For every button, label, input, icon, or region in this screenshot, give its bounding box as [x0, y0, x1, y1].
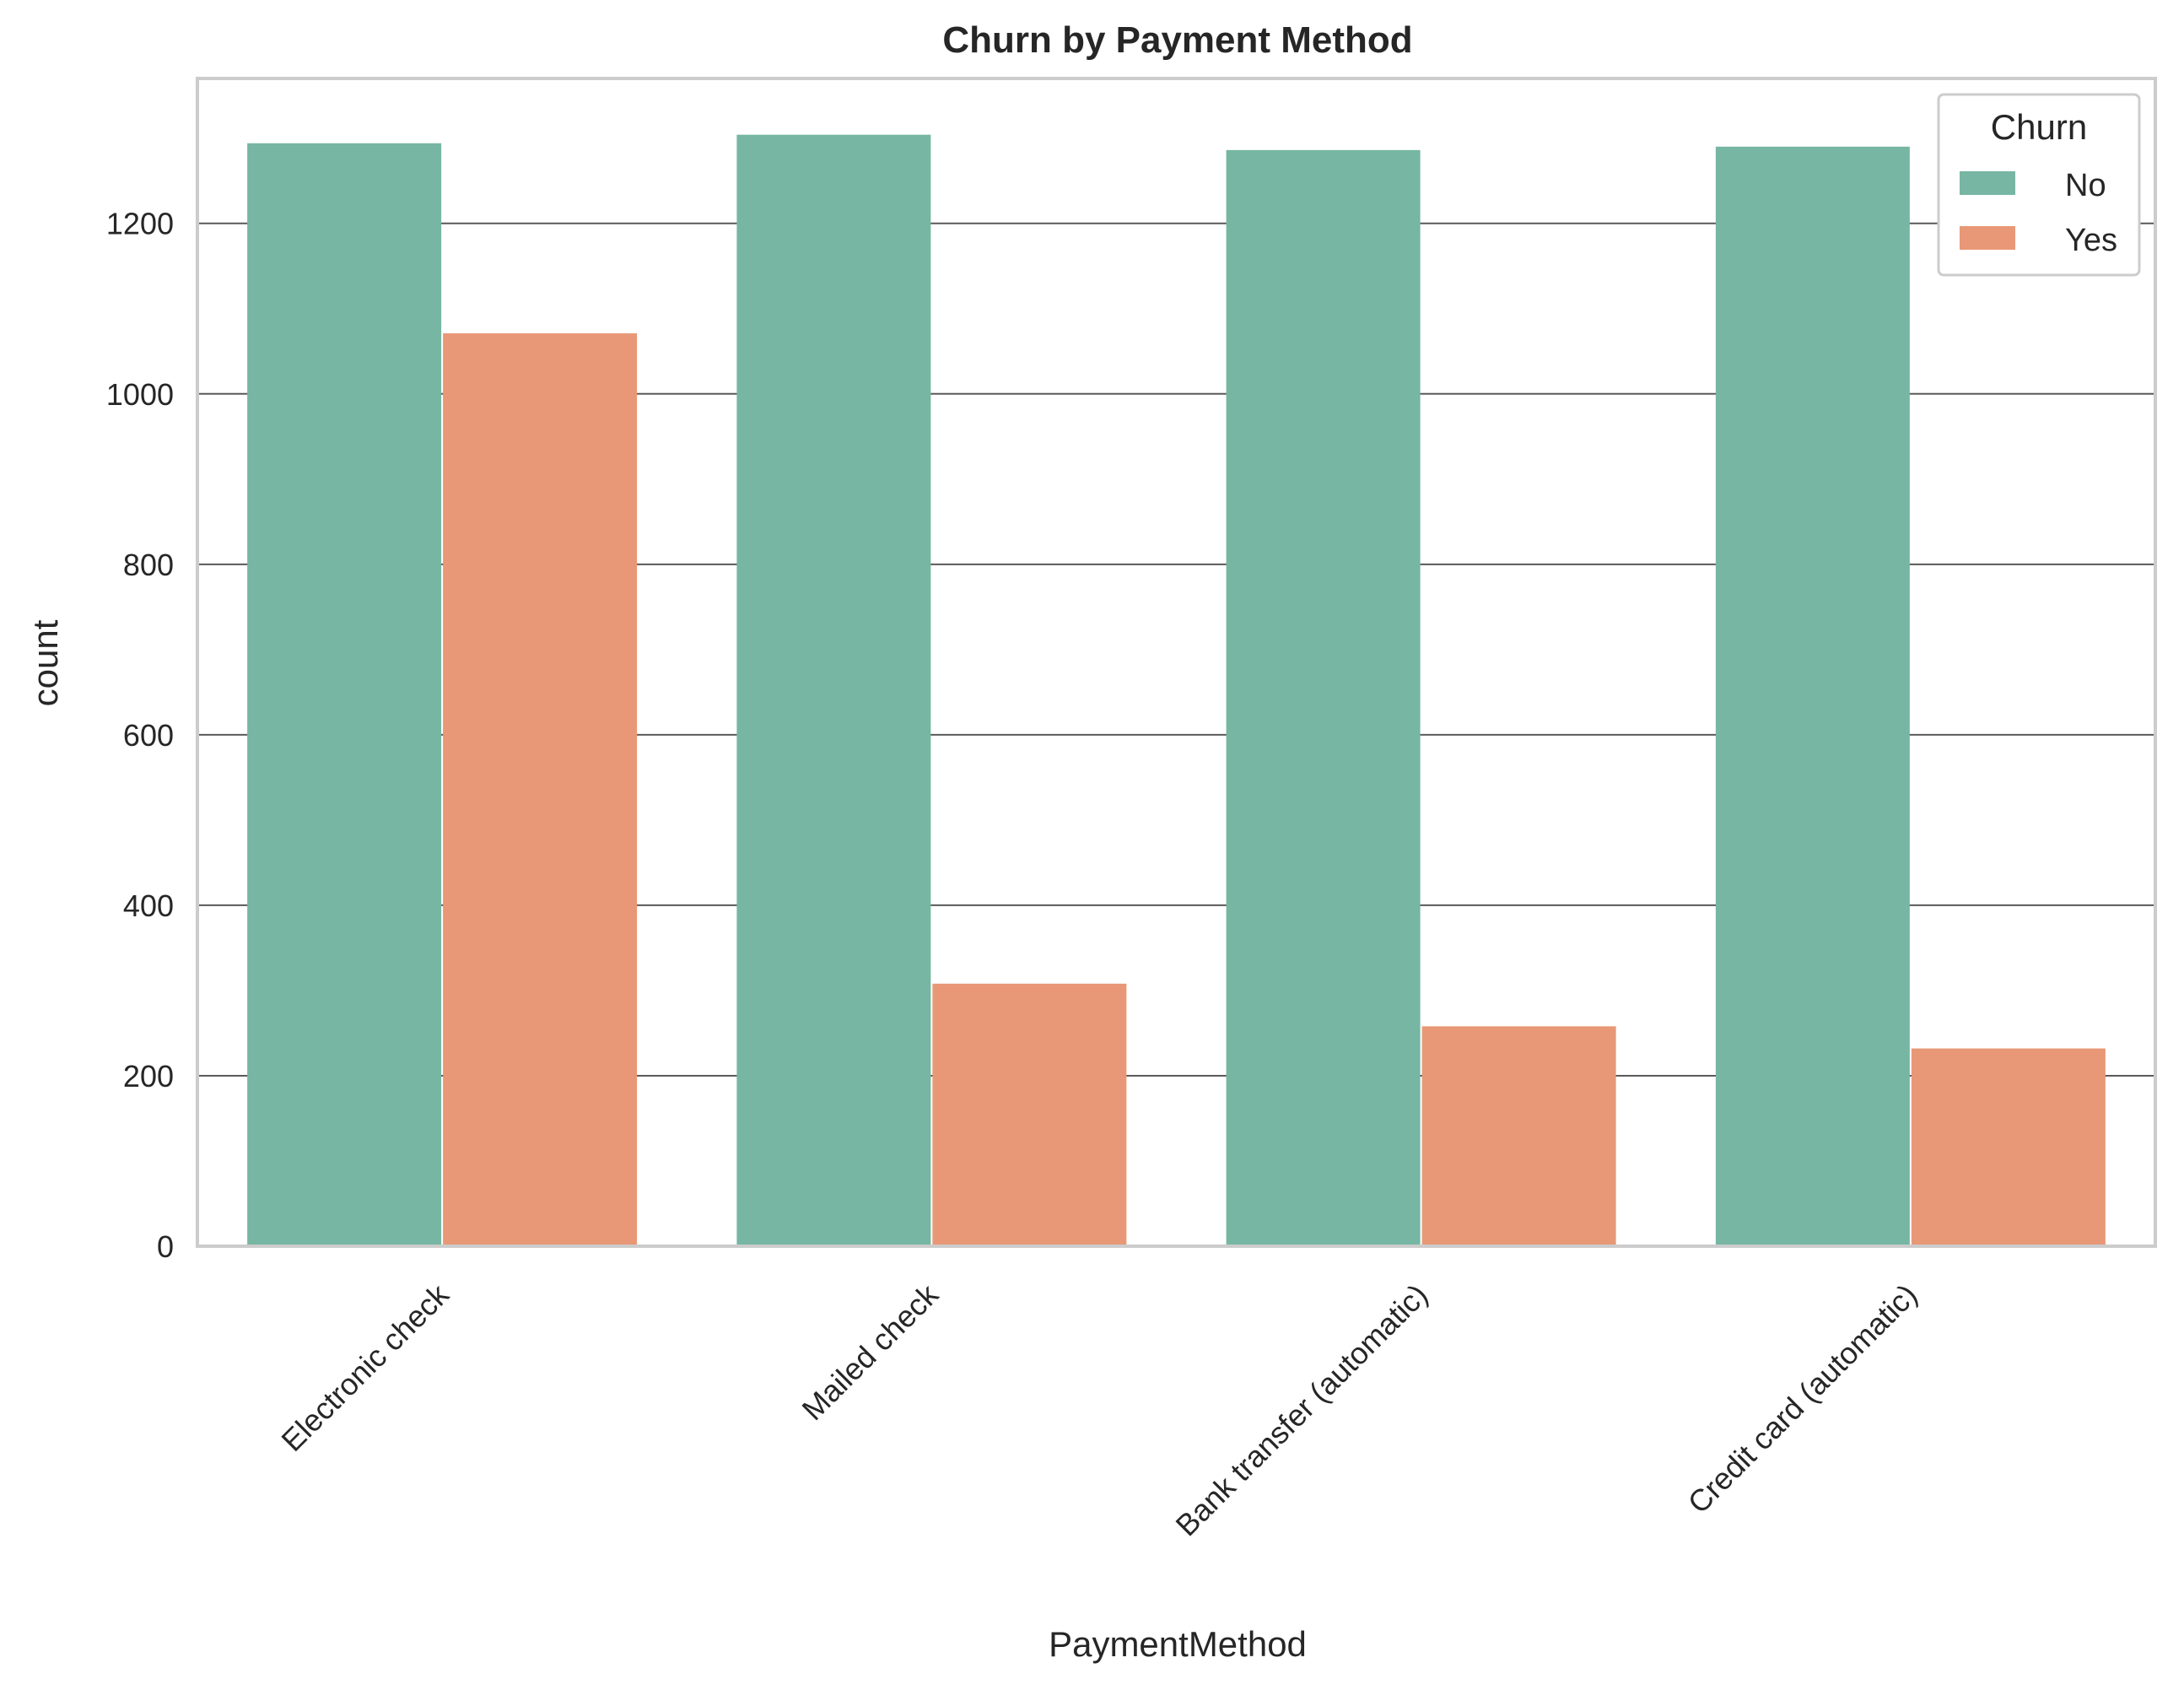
bar-no-1 [736, 134, 931, 1247]
legend-swatch-no [1960, 171, 2015, 195]
chart-title: Churn by Payment Method [942, 19, 1412, 61]
bar-yes-1 [932, 983, 1127, 1246]
y-tick-label: 1000 [106, 377, 174, 412]
y-tick-label: 800 [123, 548, 174, 582]
bar-yes-2 [1421, 1026, 1616, 1246]
legend-swatch-yes [1960, 226, 2015, 250]
plot-frame [196, 77, 2157, 1248]
y-tick-label: 0 [157, 1229, 174, 1264]
y-tick-label: 400 [123, 888, 174, 923]
bar-no-2 [1226, 149, 1421, 1246]
y-axis-label: count [25, 619, 65, 706]
x-axis-label: PaymentMethod [1049, 1624, 1307, 1664]
legend: Churn No Yes [1937, 93, 2141, 277]
legend-label-no: No [2065, 168, 2106, 203]
legend-label-yes: Yes [2065, 223, 2117, 258]
legend-title: Churn [1991, 107, 2087, 147]
y-tick-label: 200 [123, 1059, 174, 1093]
bar-yes-0 [443, 333, 638, 1247]
bar-no-3 [1715, 146, 1910, 1247]
bars [247, 134, 2106, 1247]
bar-yes-3 [1911, 1048, 2106, 1246]
y-axis-ticks: 0 200 400 600 800 1000 1200 [106, 207, 174, 1264]
bar-no-0 [247, 143, 442, 1247]
y-tick-label: 1200 [106, 207, 174, 241]
y-tick-label: 600 [123, 718, 174, 753]
